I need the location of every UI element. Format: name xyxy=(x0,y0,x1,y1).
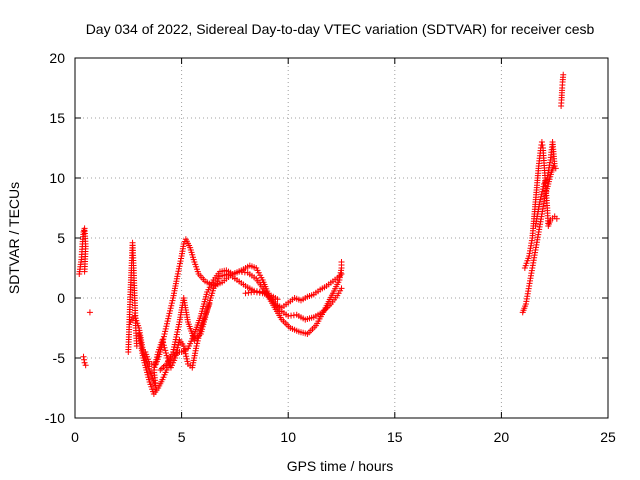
y-tick-label: -10 xyxy=(45,410,65,426)
y-axis-label: SDTVAR / TECUs xyxy=(6,182,22,294)
x-tick-label: 20 xyxy=(494,429,510,445)
data-point-plus xyxy=(163,323,170,330)
data-point-plus xyxy=(160,333,167,340)
x-tick-label: 0 xyxy=(71,429,79,445)
data-point-plus xyxy=(178,255,185,262)
data-point-plus xyxy=(173,349,180,356)
data-point-plus xyxy=(177,260,184,267)
data-point-plus xyxy=(176,263,183,270)
data-point-plus xyxy=(162,350,169,356)
data-point-plus xyxy=(553,215,560,222)
data-point-plus xyxy=(150,367,157,373)
data-point-plus xyxy=(536,199,543,205)
x-axis-label: GPS time / hours xyxy=(287,458,394,474)
tick-marks: 0 5 10 15 20 25 -10 -5 0 5 10 15 20 xyxy=(45,50,616,445)
data-point-plus xyxy=(161,331,168,337)
data-point-plus xyxy=(80,353,87,360)
data-point-plus xyxy=(166,310,173,317)
data-point-plus xyxy=(551,163,558,169)
data-point-plus xyxy=(169,297,176,304)
data-point-plus xyxy=(174,270,181,277)
data-point-plus xyxy=(175,265,182,272)
data-point-plus xyxy=(175,268,182,275)
data-point-plus xyxy=(82,362,89,369)
data-point-plus xyxy=(193,343,200,349)
data-point-plus xyxy=(560,71,567,78)
y-tick-label: 15 xyxy=(49,110,65,126)
data-point-plus xyxy=(168,300,175,307)
data-point-plus xyxy=(184,358,191,365)
data-point-plus xyxy=(540,183,547,190)
data-point-plus xyxy=(538,139,545,145)
chart-title: Day 034 of 2022, Sidereal Day-to-day VTE… xyxy=(86,21,595,37)
data-point-plus xyxy=(183,355,190,362)
data-point-plus xyxy=(165,313,172,319)
data-point-plus xyxy=(174,273,181,280)
grid-lines xyxy=(75,58,608,418)
x-tick-label: 10 xyxy=(280,429,296,445)
data-point-plus xyxy=(159,338,166,345)
data-point-plus xyxy=(175,342,182,349)
y-tick-label: 20 xyxy=(49,50,65,66)
data-point-plus xyxy=(165,315,172,322)
data-point-plus xyxy=(81,268,88,275)
data-point-plus xyxy=(538,191,545,198)
x-tick-label: 25 xyxy=(600,429,616,445)
y-tick-label: 5 xyxy=(57,230,65,246)
y-tick-label: 10 xyxy=(49,170,65,186)
data-point-plus xyxy=(160,336,167,343)
data-point-plus xyxy=(162,347,169,354)
data-point-plus xyxy=(537,196,544,203)
data-point-plus xyxy=(162,325,169,332)
data-point-plus xyxy=(167,307,174,314)
data-point-plus xyxy=(157,346,164,353)
data-point-plus xyxy=(158,343,165,350)
data-point-plus xyxy=(151,364,158,371)
y-tick-label: -5 xyxy=(53,350,66,366)
data-point-plus xyxy=(81,356,88,363)
data-point-plus xyxy=(152,361,159,368)
data-point-plus xyxy=(338,259,345,265)
data-point-plus xyxy=(539,186,546,193)
y-tick-label: 0 xyxy=(57,290,65,306)
data-point-plus xyxy=(161,344,168,351)
data-point-plus xyxy=(539,142,546,148)
data-points xyxy=(76,71,567,397)
data-point-plus xyxy=(338,285,345,292)
data-point-plus xyxy=(86,309,93,316)
x-tick-label: 5 xyxy=(178,429,186,445)
data-point-plus xyxy=(163,320,170,327)
x-tick-label: 15 xyxy=(387,429,403,445)
data-point-plus xyxy=(164,318,171,325)
data-point-plus xyxy=(167,305,174,312)
data-point-plus xyxy=(274,296,281,303)
data-point-plus xyxy=(539,188,546,195)
data-point-plus xyxy=(157,349,164,355)
data-point-plus xyxy=(537,193,544,200)
data-point-plus xyxy=(183,353,190,360)
data-point-plus xyxy=(177,258,184,265)
data-point-plus xyxy=(168,302,175,309)
data-point-plus xyxy=(194,340,201,347)
data-point-plus xyxy=(159,341,166,348)
data-point-plus xyxy=(162,328,169,335)
